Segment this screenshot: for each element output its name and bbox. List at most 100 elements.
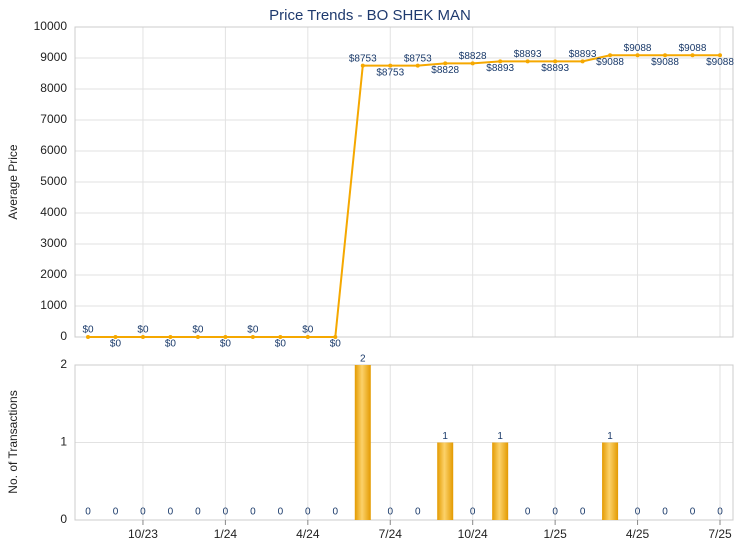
value-label: 0 [168, 507, 174, 518]
point [498, 59, 503, 64]
bar [354, 365, 371, 520]
point [195, 335, 200, 339]
value-label: $0 [330, 339, 342, 350]
point [718, 53, 722, 58]
value-label: 1 [497, 431, 503, 442]
bar [602, 442, 619, 520]
value-label: $8893 [541, 63, 569, 74]
value-label: $9088 [706, 57, 734, 68]
x-tick-label: 10/24 [458, 527, 488, 541]
point [278, 335, 283, 339]
y-tick-label: 8000 [40, 81, 67, 95]
point [388, 63, 393, 68]
value-label: $0 [192, 325, 204, 336]
value-label: $9088 [679, 43, 707, 54]
y-axis-label: No. of Transactions [6, 390, 20, 493]
y-tick-label: 1000 [40, 298, 67, 312]
point [470, 61, 475, 66]
value-label: $8753 [349, 53, 377, 64]
value-label: $8828 [431, 65, 459, 76]
value-label: 2 [360, 354, 366, 365]
plot-frame [74, 364, 734, 521]
point [140, 335, 145, 339]
value-label: 0 [333, 507, 339, 518]
point [250, 335, 255, 339]
value-label: 0 [580, 507, 586, 518]
point [690, 53, 695, 58]
x-tick-label: 4/24 [296, 527, 320, 541]
value-label: $0 [302, 325, 314, 336]
value-label: $8828 [459, 51, 487, 62]
value-label: $8753 [376, 67, 404, 78]
value-label: 0 [525, 507, 531, 518]
value-label: 0 [470, 507, 476, 518]
point [635, 53, 640, 58]
y-tick-label: 4000 [40, 205, 67, 219]
value-label: 1 [607, 431, 613, 442]
value-label: $8893 [486, 63, 514, 74]
value-label: 1 [442, 431, 448, 442]
value-label: 0 [195, 507, 201, 518]
point [86, 335, 90, 339]
chart-title: Price Trends - BO SHEK MAN [269, 7, 471, 24]
value-label: 0 [415, 507, 421, 518]
value-label: $0 [247, 325, 259, 336]
value-label: $8753 [404, 53, 432, 64]
point [443, 61, 448, 66]
point [608, 53, 613, 58]
value-label: 0 [278, 507, 284, 518]
value-label: 0 [113, 507, 119, 518]
value-label: 0 [250, 507, 256, 518]
bar [437, 442, 454, 520]
value-label: 0 [223, 507, 229, 518]
point [305, 335, 310, 339]
x-tick-label: 1/25 [543, 527, 567, 541]
x-tick-label: 10/23 [128, 527, 158, 541]
value-label: $0 [137, 325, 149, 336]
y-tick-label: 0 [60, 329, 67, 343]
x-tick-label: 4/25 [626, 527, 650, 541]
value-label: 0 [690, 507, 696, 518]
value-label: $0 [82, 325, 94, 336]
point [553, 59, 558, 64]
price-line [88, 54, 720, 338]
y-tick-label: 3000 [40, 236, 67, 250]
value-label: $0 [220, 339, 232, 350]
y-tick-label: 5000 [40, 174, 67, 188]
point [223, 335, 228, 339]
value-label: $9088 [651, 57, 679, 68]
value-label: $0 [110, 339, 122, 350]
value-label: 0 [635, 507, 641, 518]
value-label: 0 [85, 507, 91, 518]
value-label: $0 [165, 339, 177, 350]
y-tick-label: 1 [60, 435, 67, 449]
y-tick-label: 6000 [40, 143, 67, 157]
point [415, 63, 420, 68]
bar [492, 442, 509, 520]
y-axis-label: Average Price [6, 144, 20, 219]
y-tick-label: 9000 [40, 50, 67, 64]
plot-frame [74, 26, 734, 338]
value-label: 0 [552, 507, 558, 518]
y-tick-label: 2000 [40, 267, 67, 281]
value-label: $9088 [624, 43, 652, 54]
point [663, 53, 668, 58]
x-tick-label: 1/24 [214, 527, 238, 541]
value-label: $0 [275, 339, 287, 350]
y-tick-label: 10000 [34, 19, 68, 33]
point [525, 59, 530, 64]
point [168, 335, 173, 339]
value-label: 0 [140, 507, 146, 518]
value-label: 0 [717, 507, 723, 518]
y-tick-label: 2 [60, 357, 67, 371]
x-tick-label: 7/25 [708, 527, 732, 541]
point [580, 59, 585, 64]
point [360, 63, 365, 68]
value-label: 0 [662, 507, 668, 518]
value-label: 0 [305, 507, 311, 518]
value-label: $8893 [514, 49, 542, 60]
point [113, 335, 118, 339]
x-tick-label: 7/24 [379, 527, 403, 541]
point [333, 335, 338, 339]
